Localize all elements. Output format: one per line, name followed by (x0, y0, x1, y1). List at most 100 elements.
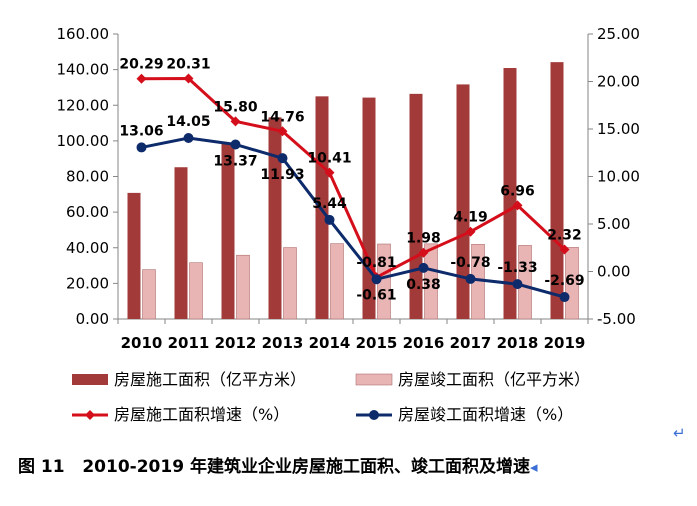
bar-completion-area (424, 243, 438, 320)
bar-completion-area (565, 247, 579, 320)
data-label-construction-growth: 2.32 (547, 227, 582, 243)
y-right-tick-label: -5.00 (597, 310, 636, 328)
y-left-tick-label: 100.00 (57, 132, 110, 150)
figure-caption: 图 11 2010-2019 年建筑业企业房屋施工面积、竣工面积及增速◂ (18, 452, 688, 477)
bar-construction-area (362, 97, 376, 319)
caption-text: 2010-2019 年建筑业企业房屋施工面积、竣工面积及增速 (82, 457, 530, 477)
y-left-tick-label: 80.00 (66, 168, 109, 186)
y-left-tick-label: 160.00 (57, 25, 110, 43)
x-tick-label: 2015 (356, 334, 398, 352)
legend-label-completion-area: 房屋竣工面积（亿平方米） (398, 370, 590, 389)
point-completion-growth (136, 142, 147, 153)
legend: 房屋施工面积（亿平方米） 房屋竣工面积（亿平方米） 房屋施工面积增速（%） 房屋竣工面… (72, 370, 590, 424)
data-label-completion-growth: 14.05 (166, 114, 210, 130)
y-left-tick-label: 20.00 (66, 274, 109, 292)
line-completion-growth (141, 136, 565, 299)
lines (136, 73, 570, 303)
data-label-completion-growth: 0.38 (406, 277, 441, 293)
bar-construction-area (409, 93, 423, 319)
data-label-completion-growth: -0.78 (450, 255, 490, 271)
legend-label-construction-growth: 房屋施工面积增速（%） (114, 405, 289, 424)
data-label-completion-growth: -0.81 (356, 255, 396, 271)
legend-marker-completion-growth (369, 410, 379, 420)
bar-completion-area (283, 247, 297, 320)
point-completion-growth (418, 262, 429, 273)
point-construction-growth (183, 73, 194, 84)
data-label-construction-growth: 20.31 (166, 57, 210, 73)
data-label-construction-growth: 6.96 (500, 183, 535, 199)
bar-completion-area (142, 269, 156, 320)
data-label-construction-growth: 14.76 (260, 109, 304, 125)
point-construction-growth (324, 167, 335, 178)
point-completion-growth (324, 214, 335, 225)
point-construction-growth (277, 126, 288, 137)
point-completion-growth (512, 279, 523, 290)
legend-swatch-completion-area (355, 373, 393, 386)
point-construction-growth (136, 73, 147, 84)
y-left-tick-label: 140.00 (57, 61, 110, 79)
x-tick-label: 2018 (497, 334, 539, 352)
data-label-completion-growth: 13.37 (213, 153, 257, 169)
data-label-completion-growth: -2.69 (544, 273, 584, 289)
data-label-construction-growth: -0.61 (356, 287, 396, 303)
y-right-tick-label: 20.00 (597, 73, 640, 91)
bar-construction-area (268, 117, 282, 319)
data-label-construction-growth: 10.41 (307, 151, 351, 167)
point-completion-growth (183, 133, 194, 144)
legend-label-completion-growth: 房屋竣工面积增速（%） (398, 405, 573, 424)
bar-completion-area (189, 262, 203, 320)
x-tick-label: 2010 (121, 334, 163, 352)
caption-prefix: 图 11 (18, 457, 65, 477)
x-tick-label: 2017 (450, 334, 492, 352)
bar-construction-area (550, 62, 564, 320)
legend-swatch-construction-area (72, 374, 108, 385)
chart: 0.00 20.00 40.00 60.00 80.00 100.00 120.00 140.… (57, 25, 640, 424)
bar-completion-area (236, 254, 250, 320)
data-label-completion-growth: -1.33 (497, 260, 537, 276)
x-tick-label: 2013 (262, 334, 304, 352)
bar-construction-area (503, 68, 517, 319)
point-construction-growth (418, 247, 429, 258)
point-construction-growth (465, 226, 476, 237)
data-label-construction-growth: 1.98 (406, 231, 441, 247)
y-right-tick-label: 25.00 (597, 25, 640, 43)
point-completion-growth (559, 292, 570, 303)
point-completion-growth (371, 274, 382, 285)
x-tick-label: 2019 (544, 334, 586, 352)
legend-marker-construction-growth (85, 410, 95, 420)
bar-construction-area (174, 167, 188, 319)
point-completion-growth (277, 153, 288, 164)
y-left-tick-label: 40.00 (66, 239, 109, 257)
legend-label-construction-area: 房屋施工面积（亿平方米） (114, 370, 306, 389)
caption-arrow-mark: ◂ (529, 458, 538, 476)
point-construction-growth (512, 200, 523, 211)
data-label-construction-growth: 15.80 (213, 99, 258, 115)
bar-completion-area (330, 243, 344, 320)
y-left-tick-label: 120.00 (57, 96, 110, 114)
bar-construction-area (221, 143, 235, 319)
data-label-completion-growth: 11.93 (260, 167, 304, 183)
line-construction-growth (141, 77, 566, 280)
x-tick-label: 2011 (168, 334, 210, 352)
data-label-construction-growth: 4.19 (453, 210, 488, 226)
paragraph-mark: ↵ (673, 424, 686, 442)
y-left-tick-label: 60.00 (66, 203, 109, 221)
point-completion-growth (465, 273, 476, 284)
x-tick-label: 2014 (309, 334, 351, 352)
data-label-completion-growth: 13.06 (119, 123, 163, 139)
y-right-tick-label: 5.00 (597, 215, 630, 233)
point-completion-growth (230, 139, 241, 150)
y-right-tick-label: 0.00 (597, 263, 630, 281)
y-right-tick-label: 10.00 (597, 168, 640, 186)
y-right-tick-label: 15.00 (597, 120, 640, 138)
data-label-construction-growth: 20.29 (119, 57, 163, 73)
x-tick-label: 2012 (215, 334, 257, 352)
y-left-tick-label: 0.00 (76, 310, 109, 328)
bar-construction-area (456, 84, 470, 319)
data-label-completion-growth: 5.44 (312, 196, 347, 212)
bars (127, 62, 579, 320)
point-construction-growth (230, 116, 241, 127)
axes: 0.00 20.00 40.00 60.00 80.00 100.00 120.00 140.… (57, 25, 640, 352)
bar-construction-area (127, 192, 141, 319)
